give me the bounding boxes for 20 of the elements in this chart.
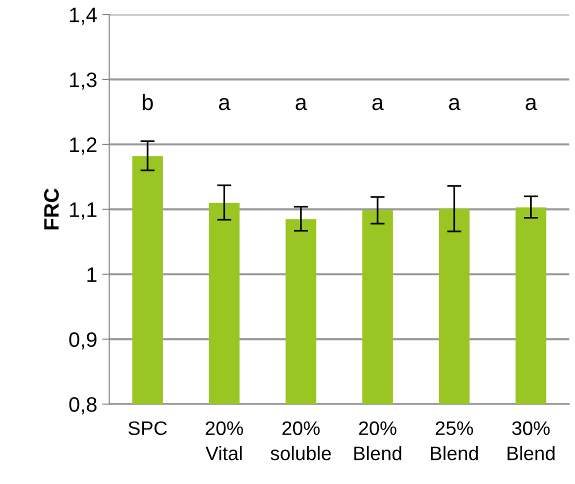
y-tick-label: 1 bbox=[87, 267, 96, 282]
annotation: a bbox=[526, 98, 538, 110]
annotation: a bbox=[449, 98, 460, 110]
y-tick-label: 1,3 bbox=[70, 72, 97, 90]
y-tick-label: 1,4 bbox=[70, 8, 97, 25]
x-tick-label: 30% Blend bbox=[508, 421, 555, 460]
x-tick-label: 20% Vital bbox=[206, 421, 244, 460]
x-tick-label: SPC bbox=[128, 421, 167, 436]
y-tick-label: 0,9 bbox=[69, 332, 96, 350]
annotation: b bbox=[142, 94, 153, 110]
annotation: a bbox=[296, 98, 308, 110]
x-tick-label: 25% Blend bbox=[430, 421, 478, 460]
y-axis-title: FRC bbox=[44, 188, 59, 230]
annotation: a bbox=[372, 98, 384, 110]
y-tick-label: 1,1 bbox=[70, 202, 96, 220]
y-tick-label: 0,8 bbox=[69, 397, 97, 414]
annotation: a bbox=[219, 98, 230, 110]
y-tick-label: 1,2 bbox=[70, 137, 96, 155]
x-tick-label: 20% soluble bbox=[270, 421, 331, 460]
x-tick-label: 20% Blend bbox=[354, 421, 402, 460]
